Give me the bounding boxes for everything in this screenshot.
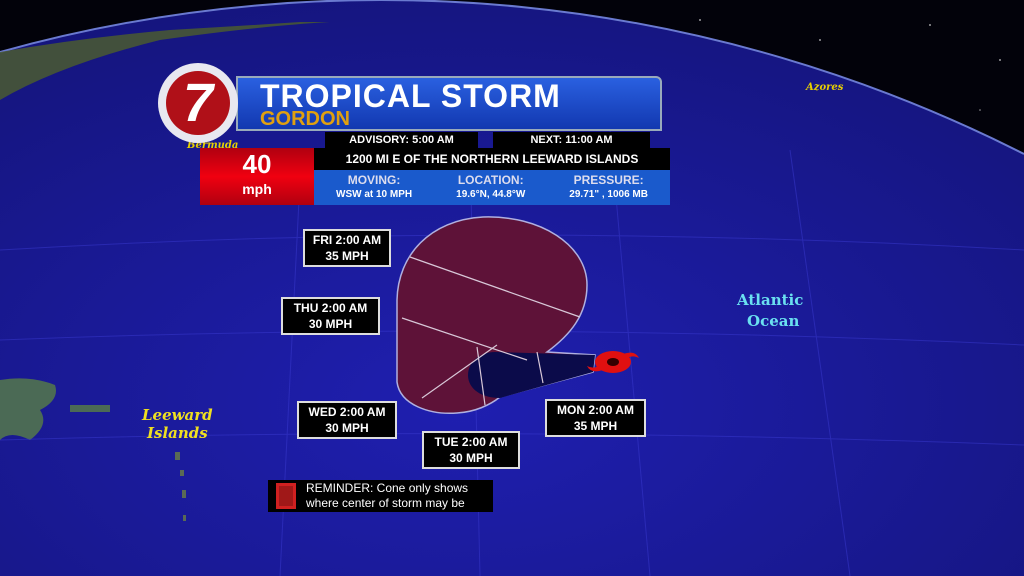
forecast-tag-wed: WED 2:00 AM 30 MPH [297, 401, 397, 439]
storm-name: GORDON [260, 108, 350, 130]
label-ocean: Ocean [747, 312, 800, 330]
land-leeward-islands [175, 452, 186, 521]
reminder-line1: REMINDER: Cone only shows [306, 481, 469, 495]
forecast-tag-tue: TUE 2:00 AM 30 MPH [422, 431, 520, 469]
land-caribbean [0, 378, 110, 440]
label-leeward: Leeward [142, 406, 213, 424]
title-banner: TROPICAL STORM GORDON [236, 76, 662, 131]
forecast-tag-mon: MON 2:00 AM 35 MPH [545, 399, 646, 437]
reminder-line2: where center of storm may be [306, 496, 465, 510]
title: TROPICAL STORM [260, 78, 561, 114]
reminder-box: REMINDER: Cone only shows where center o… [268, 480, 493, 512]
land-north-america [0, 22, 330, 100]
label-atlantic: Atlantic [737, 291, 804, 309]
pressure-value: 29.71" , 1006 MB [569, 189, 648, 200]
next-advisory: NEXT: 11:00 AM [493, 132, 650, 148]
info-bar: MOVING: WSW at 10 MPH LOCATION: 19.6°N, 44… [314, 170, 670, 205]
cone-legend-icon [276, 483, 296, 509]
moving-label: MOVING: [347, 173, 401, 187]
tropical-storm-icon [587, 351, 639, 373]
location-value: 19.6°N, 44.8°W [456, 189, 526, 200]
forecast-tag-fri: FRI 2:00 AM 35 MPH [303, 229, 391, 267]
distance-text: 1200 MI E OF THE NORTHERN LEEWARD ISLAND… [314, 148, 670, 170]
station-logo: 7 [158, 63, 238, 143]
advisory-time: ADVISORY: 5:00 AM [325, 132, 478, 148]
wind-speed: 40 [242, 149, 272, 179]
pressure-label: PRESSURE: [573, 173, 644, 187]
wind-unit: mph [242, 181, 272, 197]
label-azores: Azores [806, 82, 844, 93]
label-islands: Islands [147, 424, 208, 442]
forecast-lines [401, 256, 581, 406]
label-bermuda: Bermuda [187, 140, 239, 151]
cone-tail [468, 352, 595, 398]
earth-limb [0, 0, 1024, 155]
location-label: LOCATION: [457, 173, 524, 187]
wind-speed-box: 40 mph [200, 148, 314, 205]
forecast-tag-thu: THU 2:00 AM 30 MPH [281, 297, 380, 335]
moving-value: WSW at 10 MPH [336, 189, 413, 200]
